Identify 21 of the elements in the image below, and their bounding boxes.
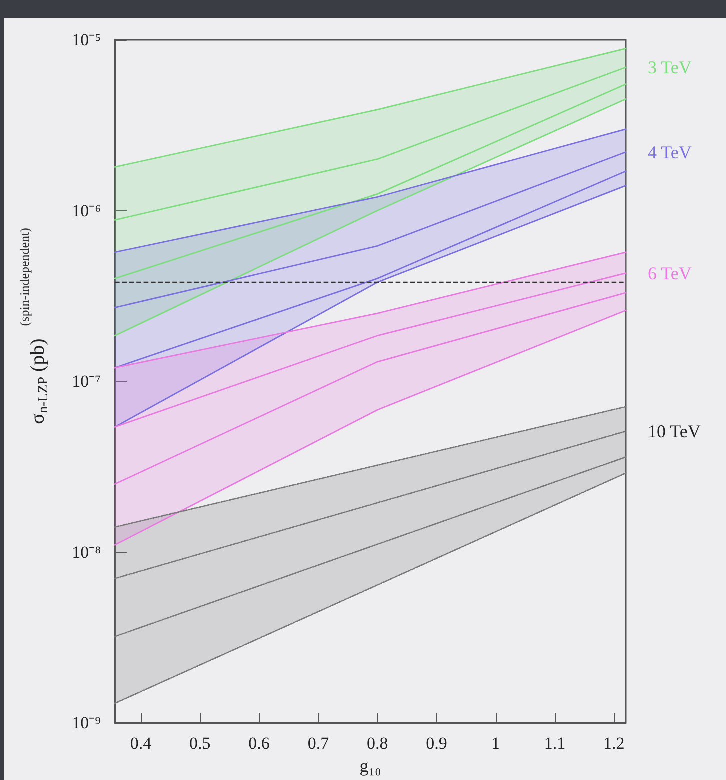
series-label: 4 TeV [648,142,692,162]
series-label: 3 TeV [648,58,692,78]
y-tick-label: 10⁻⁶ [72,201,102,220]
y-tick-label: 10⁻⁷ [72,372,102,391]
x-tick-label: 0.9 [426,734,448,753]
x-tick-label: 0.6 [248,734,270,753]
x-tick-label: 0.5 [190,734,211,753]
x-tick-label: 0.7 [308,734,330,753]
y-axis-title: σn-LZP (pb) [27,338,52,424]
x-tick-label: 0.4 [130,734,152,753]
y-tick-label: 10⁻⁸ [72,542,102,562]
x-tick-label: 0.8 [366,734,388,753]
x-tick-label: 1.1 [544,734,566,753]
x-tick-label: 1 [492,734,500,753]
y-tick-label: 10⁻⁹ [72,714,102,732]
series-label: 6 TeV [648,263,692,284]
text: (spin-independent) [17,228,32,326]
y-tick-label: 10⁻⁵ [72,30,102,50]
x-tick-label: 1.2 [604,734,625,753]
series-label: 10 TeV [648,421,701,442]
x-axis-title: g₁₀ [360,756,382,776]
